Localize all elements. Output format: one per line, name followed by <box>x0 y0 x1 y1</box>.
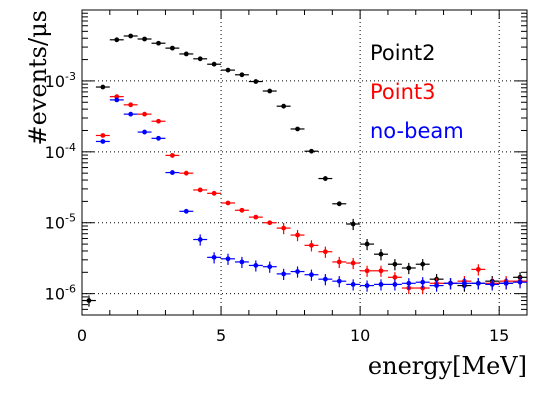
data-point <box>281 271 287 277</box>
data-point <box>309 242 314 248</box>
data-point <box>183 208 189 214</box>
data-point <box>448 280 453 286</box>
data-point <box>322 249 328 255</box>
series-Point2 <box>82 33 527 307</box>
y-tick-label: 10-6 <box>45 283 76 304</box>
data-point <box>114 37 120 43</box>
data-point <box>420 261 426 267</box>
y-tick-label: 10-4 <box>45 141 76 162</box>
data-point <box>295 232 300 238</box>
series-layer <box>82 33 527 307</box>
data-point <box>197 187 203 193</box>
data-point <box>114 97 120 103</box>
data-point <box>364 241 370 247</box>
data-point <box>281 225 287 231</box>
data-point <box>295 269 300 274</box>
y-axis-title: #events/μs <box>24 10 52 146</box>
data-point <box>211 61 217 67</box>
data-point <box>128 33 134 39</box>
data-point <box>517 279 523 285</box>
data-point <box>253 79 259 84</box>
data-point <box>169 153 175 158</box>
data-point <box>86 298 92 303</box>
y-tick-label: 10-5 <box>45 212 76 233</box>
data-point <box>350 221 356 227</box>
data-point <box>267 264 273 270</box>
x-tick-label: 15 <box>489 326 509 345</box>
data-point <box>156 118 161 124</box>
data-point <box>225 67 231 73</box>
data-point <box>253 263 259 268</box>
data-point <box>239 207 245 213</box>
x-axis-title: energy[MeV] <box>368 352 527 380</box>
data-point <box>225 256 231 262</box>
data-point <box>322 176 328 181</box>
plot-frame <box>81 9 528 316</box>
data-point <box>239 72 245 78</box>
data-point <box>350 260 356 266</box>
data-point <box>281 103 287 109</box>
legend-entry: Point2 <box>370 41 436 65</box>
data-point <box>211 254 217 260</box>
data-point <box>475 266 481 272</box>
data-point <box>462 280 467 286</box>
data-point <box>197 237 203 242</box>
grid <box>82 10 527 315</box>
data-point <box>378 282 384 287</box>
axis-ticks: 0 5 10 15 10-6 10-5 10-4 10-3 <box>45 9 528 345</box>
data-point <box>169 45 175 51</box>
data-point <box>378 251 384 257</box>
data-point <box>100 139 106 144</box>
data-point <box>183 170 189 176</box>
data-point <box>364 283 370 288</box>
legend: Point2 Point3 no-beam <box>370 41 464 143</box>
data-point <box>225 200 231 206</box>
data-point <box>156 40 161 46</box>
x-tick-label: 0 <box>77 326 87 345</box>
data-point <box>253 214 259 220</box>
data-point <box>489 282 495 287</box>
data-point <box>392 261 398 267</box>
data-point <box>169 170 175 175</box>
data-point <box>336 201 342 207</box>
data-point <box>142 111 147 117</box>
legend-entry: no-beam <box>370 119 464 143</box>
data-point <box>142 36 147 42</box>
data-point <box>100 133 106 138</box>
data-point <box>336 259 342 265</box>
series-no-beam <box>95 97 527 292</box>
data-point <box>475 280 481 286</box>
data-point <box>378 268 384 274</box>
data-point <box>364 268 370 274</box>
data-point <box>156 135 161 141</box>
data-point <box>100 84 106 90</box>
x-tick-label: 10 <box>350 326 370 345</box>
data-point <box>239 259 245 265</box>
data-point <box>142 129 147 135</box>
data-point <box>309 272 314 278</box>
y-tick-label: 10-3 <box>45 70 76 91</box>
data-point <box>309 148 314 154</box>
data-point <box>406 280 412 286</box>
data-point <box>336 278 342 284</box>
data-point <box>392 282 398 287</box>
data-point <box>350 282 356 287</box>
data-point <box>406 265 412 271</box>
data-point <box>197 56 203 62</box>
data-point <box>211 190 217 196</box>
x-tick-label: 5 <box>216 326 226 345</box>
data-point <box>128 111 134 117</box>
data-point <box>183 51 189 57</box>
data-point <box>503 280 509 286</box>
data-point <box>392 274 398 280</box>
data-point <box>267 220 273 226</box>
data-point <box>434 283 440 288</box>
data-point <box>322 276 328 282</box>
data-point <box>267 88 273 94</box>
data-point <box>295 126 300 132</box>
data-point <box>420 279 426 285</box>
legend-entry: Point3 <box>370 80 436 104</box>
data-point <box>128 102 134 108</box>
